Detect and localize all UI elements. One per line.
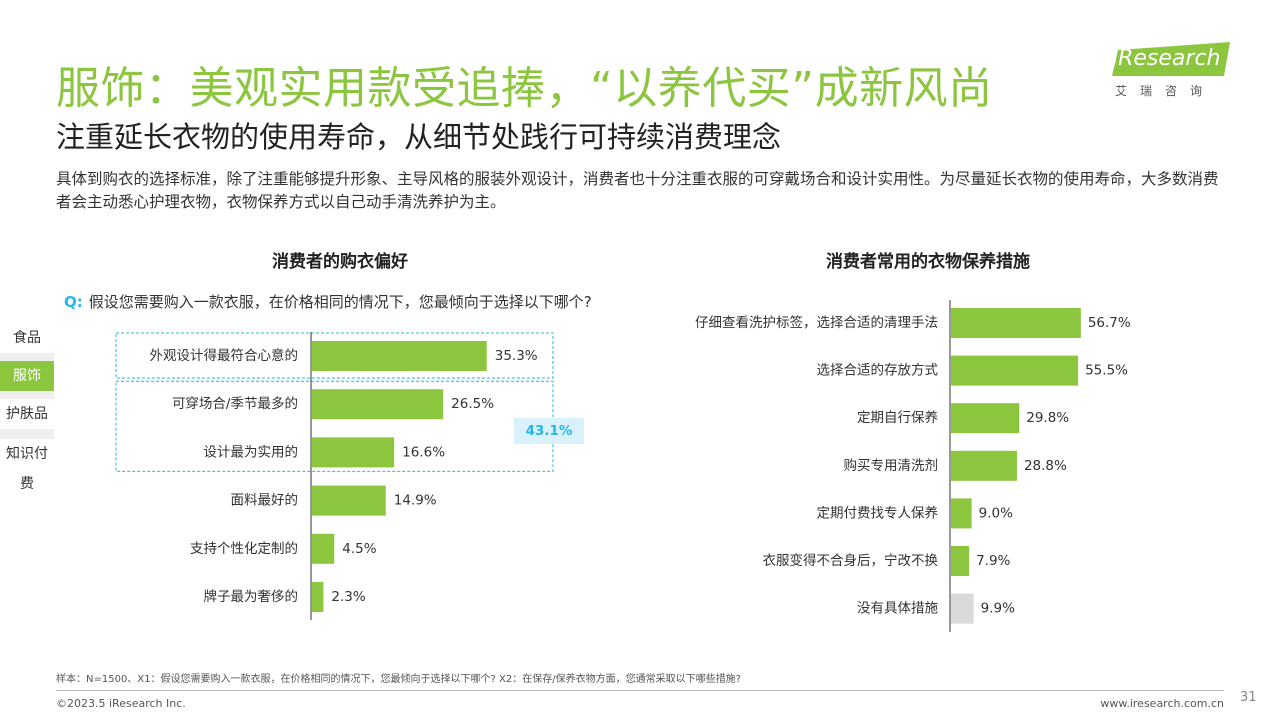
chart-title-right: 消费者常用的衣物保养措施 [826, 252, 1030, 272]
copyright: ©2023.5 iResearch Inc. [56, 697, 186, 710]
value-label-right-4: 9.0% [979, 505, 1013, 521]
value-label-right-3: 28.8% [1024, 458, 1067, 474]
value-label-right-0: 56.7% [1088, 315, 1131, 331]
category-label-left-5: 牌子最为奢侈的 [204, 588, 299, 605]
category-label-left-0: 外观设计得最符合心意的 [150, 347, 299, 364]
bar-left-3 [312, 485, 386, 516]
category-label-left-4: 支持个性化定制的 [190, 541, 298, 557]
iresearch-logo: iResearch 艾瑞咨询 [1112, 42, 1232, 102]
bar-right-0 [951, 308, 1081, 338]
page-title: 服饰：美观实用款受追捧，“以养代买”成新风尚 [56, 63, 993, 114]
category-label-right-4: 定期付费找专人保养 [817, 505, 939, 521]
sidebar-item-label: 食品 [13, 330, 41, 346]
value-label-right-2: 29.8% [1026, 410, 1069, 426]
category-label-left-1: 可穿场合/季节最多的 [172, 395, 298, 412]
sidebar-item-food[interactable]: 食品 [0, 323, 54, 353]
bar-left-0 [312, 341, 487, 371]
sidebar-item-knowledge-payment[interactable]: 知识付费 [0, 439, 54, 492]
value-label-left-5: 2.3% [331, 589, 365, 605]
survey-question: Q: 假设您需要购入一款衣服，在价格相同的情况下，您最倾向于选择以下哪个? [64, 291, 592, 312]
category-label-right-2: 定期自行保养 [857, 410, 938, 426]
sidebar-item-label: 服饰 [13, 368, 41, 384]
sidebar-item-apparel[interactable]: 服饰 [0, 361, 54, 391]
category-label-right-5: 衣服变得不合身后，宁改不换 [763, 552, 939, 569]
bar-right-3 [951, 450, 1017, 481]
sidebar-item-label: 知识付费 [6, 446, 48, 492]
page-subtitle: 注重延长衣物的使用寿命，从细节处践行可持续消费理念 [56, 120, 782, 154]
bar-left-5 [312, 582, 324, 612]
value-label-right-1: 55.5% [1085, 363, 1128, 379]
chart-title-left: 消费者的购衣偏好 [272, 252, 408, 272]
sidebar-item-label: 护肤品 [6, 406, 48, 422]
value-label-left-4: 4.5% [342, 541, 376, 557]
value-label-right-6: 9.9% [981, 601, 1015, 617]
category-label-right-1: 选择合适的存放方式 [817, 363, 939, 379]
sidebar-item-skincare[interactable]: 护肤品 [0, 399, 54, 429]
footnote: 样本：N=1500、X1：假设您需要购入一款衣服，在价格相同的情况下，您最倾向于… [56, 674, 741, 685]
value-label-right-5: 7.9% [976, 553, 1010, 569]
annotation-badge [514, 418, 584, 444]
page-description: 具体到购衣的选择标准，除了注重能够提升形象、主导风格的服装外观设计，消费者也十分… [56, 170, 1219, 211]
value-label-left-2: 16.6% [402, 444, 445, 460]
bar-right-5 [951, 546, 970, 576]
category-label-right-3: 购买专用清洗剂 [844, 458, 939, 474]
logo-badge-icon [1112, 42, 1230, 76]
question-text: 假设您需要购入一款衣服，在价格相同的情况下，您最倾向于选择以下哪个? [88, 293, 592, 311]
bar-right-2 [951, 403, 1020, 434]
bar-right-1 [951, 355, 1079, 386]
logo-text-en: iResearch [1112, 46, 1221, 71]
annotation-label: 43.1% [526, 423, 573, 439]
bar-left-1 [312, 389, 444, 420]
category-label-left-2: 设计最为实用的 [204, 444, 299, 460]
bar-left-4 [312, 533, 335, 564]
value-label-left-1: 26.5% [451, 396, 494, 412]
bar-right-4 [951, 498, 972, 529]
footer-divider [56, 690, 1224, 691]
highlight-box-top-choice [115, 332, 554, 379]
category-label-right-0: 仔细查看洗护标签，选择合适的清理手法 [695, 314, 938, 331]
value-label-left-0: 35.3% [495, 348, 538, 364]
website-link[interactable]: www.iresearch.com.cn [1100, 697, 1224, 710]
value-label-left-3: 14.9% [394, 493, 437, 509]
bar-left-2 [312, 437, 395, 468]
logo-text-cn: 艾瑞咨询 [1115, 84, 1216, 98]
question-prefix: Q: [64, 293, 83, 311]
bar-right-6 [951, 593, 974, 624]
category-label-right-6: 没有具体措施 [857, 601, 938, 617]
category-label-left-3: 面料最好的 [231, 493, 299, 509]
page-number: 31 [1240, 690, 1257, 705]
